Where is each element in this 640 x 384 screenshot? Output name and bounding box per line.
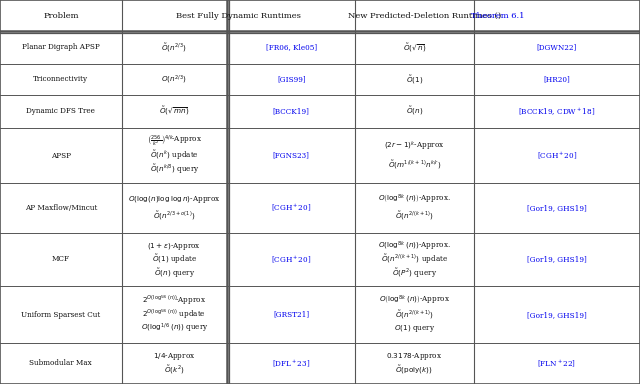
Text: $(2r-1)^k$-Approx: $(2r-1)^k$-Approx xyxy=(384,140,445,153)
Text: Uniform Sparsest Cut: Uniform Sparsest Cut xyxy=(21,311,100,319)
Text: Theorem 6.1: Theorem 6.1 xyxy=(471,12,524,20)
Text: [GIS99]: [GIS99] xyxy=(277,75,305,83)
Text: $2^{O(\log^{5/6}(n))}\!$-Approx: $2^{O(\log^{5/6}(n))}\!$-Approx xyxy=(142,293,207,308)
Text: Dynamic DFS Tree: Dynamic DFS Tree xyxy=(26,107,95,115)
Text: [Gor19, GHS19]: [Gor19, GHS19] xyxy=(527,311,587,319)
Text: $\tilde{O}\left(1\right)$: $\tilde{O}\left(1\right)$ xyxy=(406,73,423,86)
Text: $\tilde{O}\left(\mathrm{poly}(k)\right)$: $\tilde{O}\left(\mathrm{poly}(k)\right)$ xyxy=(396,364,433,376)
Text: $\left(\frac{256}{k^2}\right)^{4/k}\!$-Approx: $\left(\frac{256}{k^2}\right)^{4/k}\!$-A… xyxy=(147,134,202,149)
Text: $\tilde{O}(P^2)$ query: $\tilde{O}(P^2)$ query xyxy=(392,266,437,280)
Text: $O(\log^{1/6}(n))$ query: $O(\log^{1/6}(n))$ query xyxy=(141,322,208,336)
Text: $1/4$-Approx: $1/4$-Approx xyxy=(153,351,196,362)
Text: $\tilde{O}\left(n^k\right)$ update: $\tilde{O}\left(n^k\right)$ update xyxy=(150,149,199,162)
Text: $O(n^{2/3})$: $O(n^{2/3})$ xyxy=(161,73,188,86)
Text: MCF: MCF xyxy=(52,255,70,263)
Text: [CGH$^+$20]: [CGH$^+$20] xyxy=(271,203,312,213)
Text: $\tilde{O}(n^{k/8})$ query: $\tilde{O}(n^{k/8})$ query xyxy=(150,163,199,176)
Text: [DFL$^+$23]: [DFL$^+$23] xyxy=(272,358,310,369)
Text: New Predicted-Deletion Runtimes (: New Predicted-Deletion Runtimes ( xyxy=(348,12,498,20)
Text: [BCCK19]: [BCCK19] xyxy=(273,107,310,115)
Text: [GRST21]: [GRST21] xyxy=(273,311,309,319)
Text: [Gor19, GHS19]: [Gor19, GHS19] xyxy=(527,204,587,212)
Text: $O(1)$ query: $O(1)$ query xyxy=(394,323,435,334)
Text: $2^{O(\log^{5/6}(n))}$ update: $2^{O(\log^{5/6}(n))}$ update xyxy=(143,308,206,322)
Text: APSP: APSP xyxy=(51,152,71,159)
Text: $\tilde{O}\left(n\right)$: $\tilde{O}\left(n\right)$ xyxy=(406,105,423,118)
Text: Best Fully Dynamic Runtimes: Best Fully Dynamic Runtimes xyxy=(176,12,301,20)
Text: $0.3178$-Approx: $0.3178$-Approx xyxy=(387,351,442,362)
Text: $\tilde{O}\left(n^{2/(k+1)}\right)$: $\tilde{O}\left(n^{2/(k+1)}\right)$ xyxy=(395,210,434,222)
Text: $O(\log^{8k}(n))$-Approx.: $O(\log^{8k}(n))$-Approx. xyxy=(378,239,451,253)
Text: Planar Digraph APSP: Planar Digraph APSP xyxy=(22,43,100,51)
Text: $\tilde{O}\left(n^{2/3+o(1)}\right)$: $\tilde{O}\left(n^{2/3+o(1)}\right)$ xyxy=(153,210,196,222)
Text: $O\left(\log^{8k}(n)\right)$-Approx.: $O\left(\log^{8k}(n)\right)$-Approx. xyxy=(378,193,451,207)
Text: $\tilde{O}\left(k^2\right)$: $\tilde{O}\left(k^2\right)$ xyxy=(164,364,185,376)
Text: [BCCK19, CDW$^+$18]: [BCCK19, CDW$^+$18] xyxy=(518,106,595,117)
Text: $O\left(\log^{8k}(n)\right)$-Approx: $O\left(\log^{8k}(n)\right)$-Approx xyxy=(379,294,450,307)
Text: [CGH$^+$20]: [CGH$^+$20] xyxy=(536,150,577,161)
Text: $\tilde{O}(\sqrt{n})$: $\tilde{O}(\sqrt{n})$ xyxy=(403,41,426,54)
Text: $O(\log(n)\log\log n)$-Approx: $O(\log(n)\log\log n)$-Approx xyxy=(128,194,221,205)
Text: [FGNS23]: [FGNS23] xyxy=(273,152,310,159)
Text: [HR20]: [HR20] xyxy=(543,75,570,83)
Text: Triconnectivity: Triconnectivity xyxy=(33,75,88,83)
Text: $\tilde{O}\left(n^{2/(k+1)}\right)$ update: $\tilde{O}\left(n^{2/(k+1)}\right)$ upda… xyxy=(381,253,448,266)
Text: [FLN$^+$22]: [FLN$^+$22] xyxy=(538,358,576,369)
Text: [FR06, Kle05]: [FR06, Kle05] xyxy=(266,43,317,51)
Text: [Gor19, GHS19]: [Gor19, GHS19] xyxy=(527,255,587,263)
Text: New Predicted-Deletion Runtimes (Theorem 6.1): New Predicted-Deletion Runtimes (Theorem… xyxy=(394,12,601,20)
Text: $\tilde{O}\left(m^{1/(k+1)}n^{k/r}\right)$: $\tilde{O}\left(m^{1/(k+1)}n^{k/r}\right… xyxy=(388,159,441,171)
Text: $\tilde{O}\left(\sqrt{mn}\right)$: $\tilde{O}\left(\sqrt{mn}\right)$ xyxy=(159,105,190,118)
Text: $\tilde{O}(1)$ update: $\tilde{O}(1)$ update xyxy=(152,253,197,266)
Text: $\tilde{O}(n)$ query: $\tilde{O}(n)$ query xyxy=(154,266,195,280)
Text: [DGWN22]: [DGWN22] xyxy=(537,43,577,51)
Text: ): ) xyxy=(498,12,501,20)
Text: [CGH$^+$20]: [CGH$^+$20] xyxy=(271,254,312,265)
Text: Problem: Problem xyxy=(43,12,79,20)
Text: Submodular Max: Submodular Max xyxy=(29,359,92,367)
Text: $\tilde{O}\left(n^{2/3}\right)$: $\tilde{O}\left(n^{2/3}\right)$ xyxy=(161,41,188,54)
Text: $\tilde{O}\left(n^{2/(k+1)}\right)$: $\tilde{O}\left(n^{2/(k+1)}\right)$ xyxy=(395,308,434,321)
Text: $(1+\varepsilon)$-Approx: $(1+\varepsilon)$-Approx xyxy=(147,240,202,252)
Text: AP Maxflow/Mincut: AP Maxflow/Mincut xyxy=(24,204,97,212)
